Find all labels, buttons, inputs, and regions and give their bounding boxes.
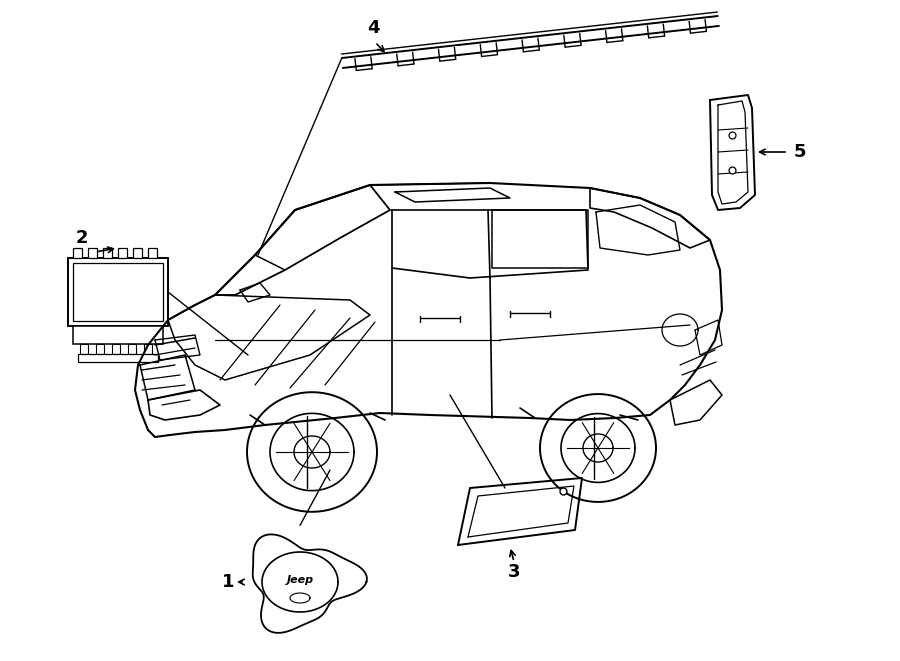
Bar [128, 344, 136, 354]
Text: 1: 1 [221, 573, 234, 591]
Text: 4: 4 [367, 19, 379, 37]
Bar [78, 354, 158, 362]
Bar [103, 248, 112, 258]
Text: Jeep: Jeep [286, 575, 313, 585]
Bar [112, 344, 120, 354]
Bar [73, 326, 163, 344]
Bar [73, 248, 82, 258]
Bar [73, 263, 163, 321]
Bar [96, 344, 104, 354]
Bar [144, 344, 152, 354]
Bar [133, 248, 142, 258]
Text: 3: 3 [508, 563, 520, 581]
Bar [68, 258, 168, 326]
Text: 5: 5 [794, 143, 806, 161]
Bar [148, 248, 157, 258]
Bar [80, 344, 88, 354]
Text: 2: 2 [76, 229, 88, 247]
Bar [88, 248, 97, 258]
Bar [118, 248, 127, 258]
